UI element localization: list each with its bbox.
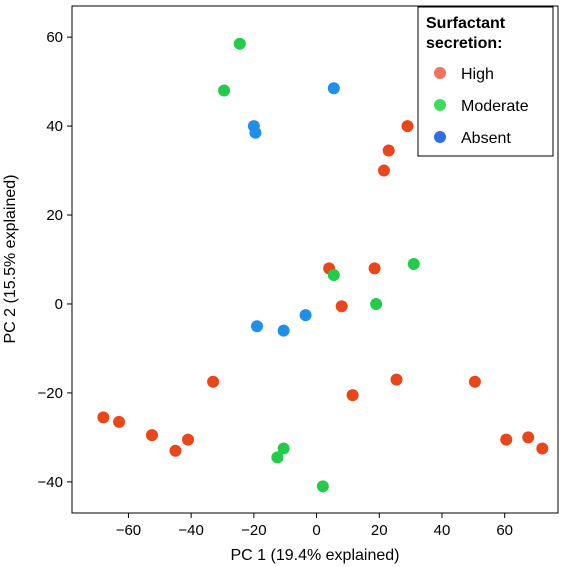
data-point-absent [277,324,290,337]
data-point-high [500,433,513,446]
y-axis-title: PC 2 (15.5% explained) [2,175,19,344]
plot-frame [71,5,559,514]
y-tick-label: −20 [38,385,63,402]
data-point-high [401,120,414,133]
x-tick-label: 40 [434,522,451,539]
data-point-high [390,373,403,386]
x-axis-title: PC 1 (19.4% explained) [231,547,400,564]
x-tick-label: 20 [371,522,388,539]
data-point-absent [249,126,262,139]
data-point-absent [299,309,312,322]
data-point-high [468,375,481,388]
y-tick-label: −40 [38,474,63,491]
legend-marker-absent [434,131,446,143]
data-point-moderate [271,451,284,464]
y-tick-label: 0 [55,296,63,313]
data-point-high [377,164,390,177]
x-tick-label: 0 [312,522,320,539]
y-tick-label: 40 [46,118,63,135]
legend: Surfactant secretion: High Moderate Absent [417,6,554,157]
data-point-moderate [218,84,231,97]
data-point-absent [250,320,263,333]
data-points [97,37,549,493]
x-tick-label: −60 [116,522,141,539]
data-point-high [169,444,182,457]
data-point-high [113,415,126,428]
axis-ticks: −60 −40 −20 0 20 40 60 −40 −20 0 20 40 60 [38,29,513,539]
data-point-moderate [327,269,340,282]
data-point-high [207,375,220,388]
data-point-moderate [233,37,246,50]
data-point-absent [327,82,340,95]
x-tick-label: −20 [241,522,266,539]
data-point-high [97,411,110,424]
data-point-high [182,433,195,446]
legend-marker-moderate [434,99,446,111]
x-tick-label: 60 [496,522,513,539]
data-point-high [346,389,359,402]
legend-label-high: High [461,66,494,83]
data-point-high [145,429,158,442]
legend-marker-high [434,67,446,79]
y-tick-label: 60 [46,29,63,46]
legend-items: High Moderate Absent [434,66,529,147]
data-point-high [522,431,535,444]
y-tick-label: 20 [46,207,63,224]
legend-label-moderate: Moderate [461,98,529,115]
x-tick-label: −40 [178,522,203,539]
data-point-moderate [277,442,290,455]
data-point-high [536,442,549,455]
legend-title: Surfactant secretion: [426,15,506,52]
data-point-high [335,300,348,313]
data-point-moderate [316,480,329,493]
data-point-moderate [370,297,383,310]
data-point-moderate [407,257,420,270]
data-point-high [382,144,395,157]
legend-label-absent: Absent [461,130,511,147]
data-point-high [368,262,381,275]
